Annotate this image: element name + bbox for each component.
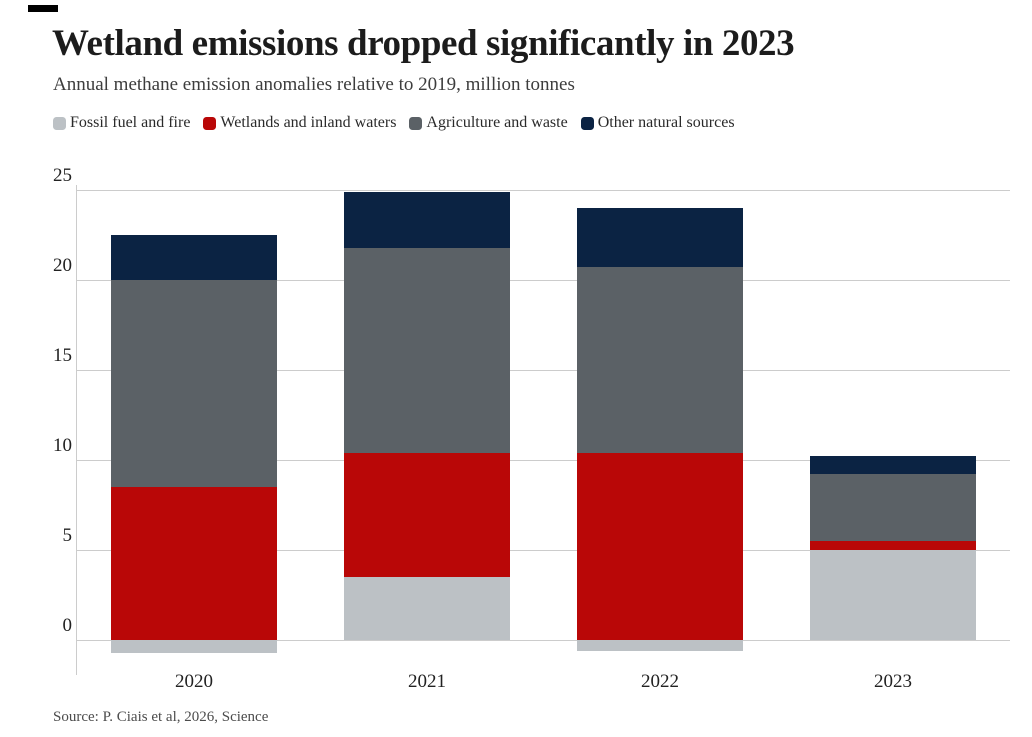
gridline <box>76 190 1010 191</box>
bar-segment-2020-other-natural-sources <box>111 235 277 280</box>
top-accent-bar <box>28 5 58 12</box>
y-axis-tick-label: 25 <box>53 165 72 186</box>
x-axis-tick-label: 2023 <box>874 671 912 692</box>
legend-swatch-icon <box>409 116 423 130</box>
y-axis-tick-label: 20 <box>53 255 72 276</box>
gridline <box>76 370 1010 371</box>
bar-segment-2023-fossil-fuel-and-fire <box>810 550 976 640</box>
legend-label: Agriculture and waste <box>426 114 568 131</box>
y-axis-tick-label: 10 <box>53 435 72 456</box>
bar-segment-2020-agriculture-and-waste <box>111 280 277 487</box>
chart-title: Wetland emissions dropped significantly … <box>52 23 795 64</box>
y-axis-tick-label: 15 <box>53 345 72 366</box>
legend-item: Agriculture and waste <box>409 114 568 132</box>
bar-segment-2022-agriculture-and-waste <box>577 267 743 453</box>
legend: Fossil fuel and fire Wetlands and inland … <box>53 114 735 132</box>
gridline <box>76 280 1010 281</box>
bar-segment-2022-other-natural-sources <box>577 208 743 268</box>
legend-label: Wetlands and inland waters <box>220 114 397 131</box>
gridline <box>76 550 1010 551</box>
y-axis-tick-label: 5 <box>62 525 73 546</box>
legend-swatch-icon <box>203 116 217 130</box>
gridline <box>76 460 1010 461</box>
bar-segment-2022-wetlands-and-inland-waters <box>577 452 743 640</box>
legend-label: Fossil fuel and fire <box>70 114 191 131</box>
legend-item: Fossil fuel and fire <box>53 114 190 132</box>
y-axis-line <box>76 184 77 675</box>
bar-segment-2023-other-natural-sources <box>810 456 976 475</box>
bar-segment-2021-wetlands-and-inland-waters <box>344 452 510 577</box>
x-axis-tick-label: 2020 <box>175 671 213 692</box>
gridline <box>76 640 1010 641</box>
bar-segment-2020-fossil-fuel-and-fire <box>111 640 277 653</box>
source-note: Source: P. Ciais et al, 2026, Science <box>53 709 269 725</box>
legend-label: Other natural sources <box>597 114 735 131</box>
legend-swatch-icon <box>580 116 594 130</box>
bar-segment-2021-agriculture-and-waste <box>344 247 510 453</box>
bar-segment-2022-fossil-fuel-and-fire <box>577 640 743 651</box>
bar-segment-2023-wetlands-and-inland-waters <box>810 541 976 550</box>
legend-item: Other natural sources <box>580 114 735 132</box>
x-axis-tick-label: 2022 <box>641 671 679 692</box>
bar-segment-2021-other-natural-sources <box>344 191 510 248</box>
chart-subtitle: Annual methane emission anomalies relati… <box>53 74 575 95</box>
y-axis-tick-label: 0 <box>62 615 73 636</box>
legend-item: Wetlands and inland waters <box>203 114 396 132</box>
legend-swatch-icon <box>53 116 66 130</box>
x-axis-tick-label: 2021 <box>408 671 446 692</box>
bar-segment-2021-fossil-fuel-and-fire <box>344 577 510 640</box>
bar-segment-2023-agriculture-and-waste <box>810 474 976 541</box>
bar-segment-2020-wetlands-and-inland-waters <box>111 487 277 640</box>
